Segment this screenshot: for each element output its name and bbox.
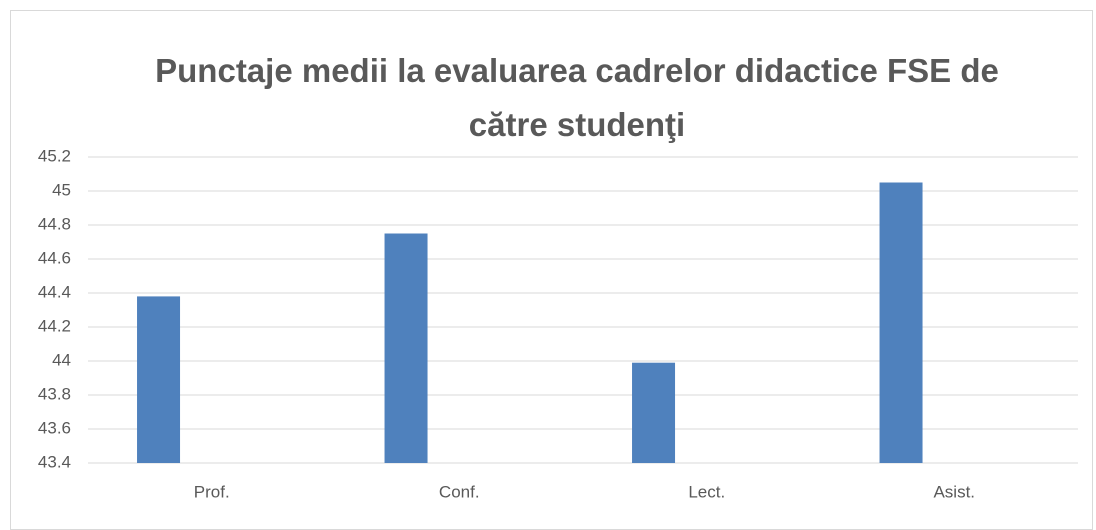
y-tick-label: 43.4 bbox=[38, 452, 71, 471]
y-tick-label: 44.6 bbox=[38, 248, 71, 267]
x-tick-label: Prof. bbox=[194, 482, 230, 501]
x-tick-label: Asist. bbox=[933, 482, 975, 501]
chart: 43.4 43.6 43.8 44 44.2 44.4 44.6 44.8 45 45.2 Prof… bbox=[38, 146, 1078, 501]
y-tick-label: 43.8 bbox=[38, 384, 71, 403]
bar bbox=[384, 233, 428, 463]
bar bbox=[137, 296, 181, 463]
y-tick-label: 44.8 bbox=[38, 214, 71, 233]
y-tick-label: 45.2 bbox=[38, 146, 71, 165]
x-tick-label: Lect. bbox=[688, 482, 725, 501]
chart-title: Punctaje medii la evaluarea cadrelor did… bbox=[155, 52, 999, 143]
y-tick-label: 44 bbox=[52, 350, 71, 369]
y-tick-label: 45 bbox=[52, 180, 71, 199]
x-tick-label: Conf. bbox=[439, 482, 480, 501]
y-tick-label: 44.4 bbox=[38, 282, 71, 301]
y-tick-label: 44.2 bbox=[38, 316, 71, 335]
page: {"chart_data": {"type": "bar", "title": … bbox=[10, 10, 1093, 530]
bar bbox=[632, 362, 676, 463]
bar bbox=[879, 182, 923, 463]
y-tick-label: 43.6 bbox=[38, 418, 71, 437]
